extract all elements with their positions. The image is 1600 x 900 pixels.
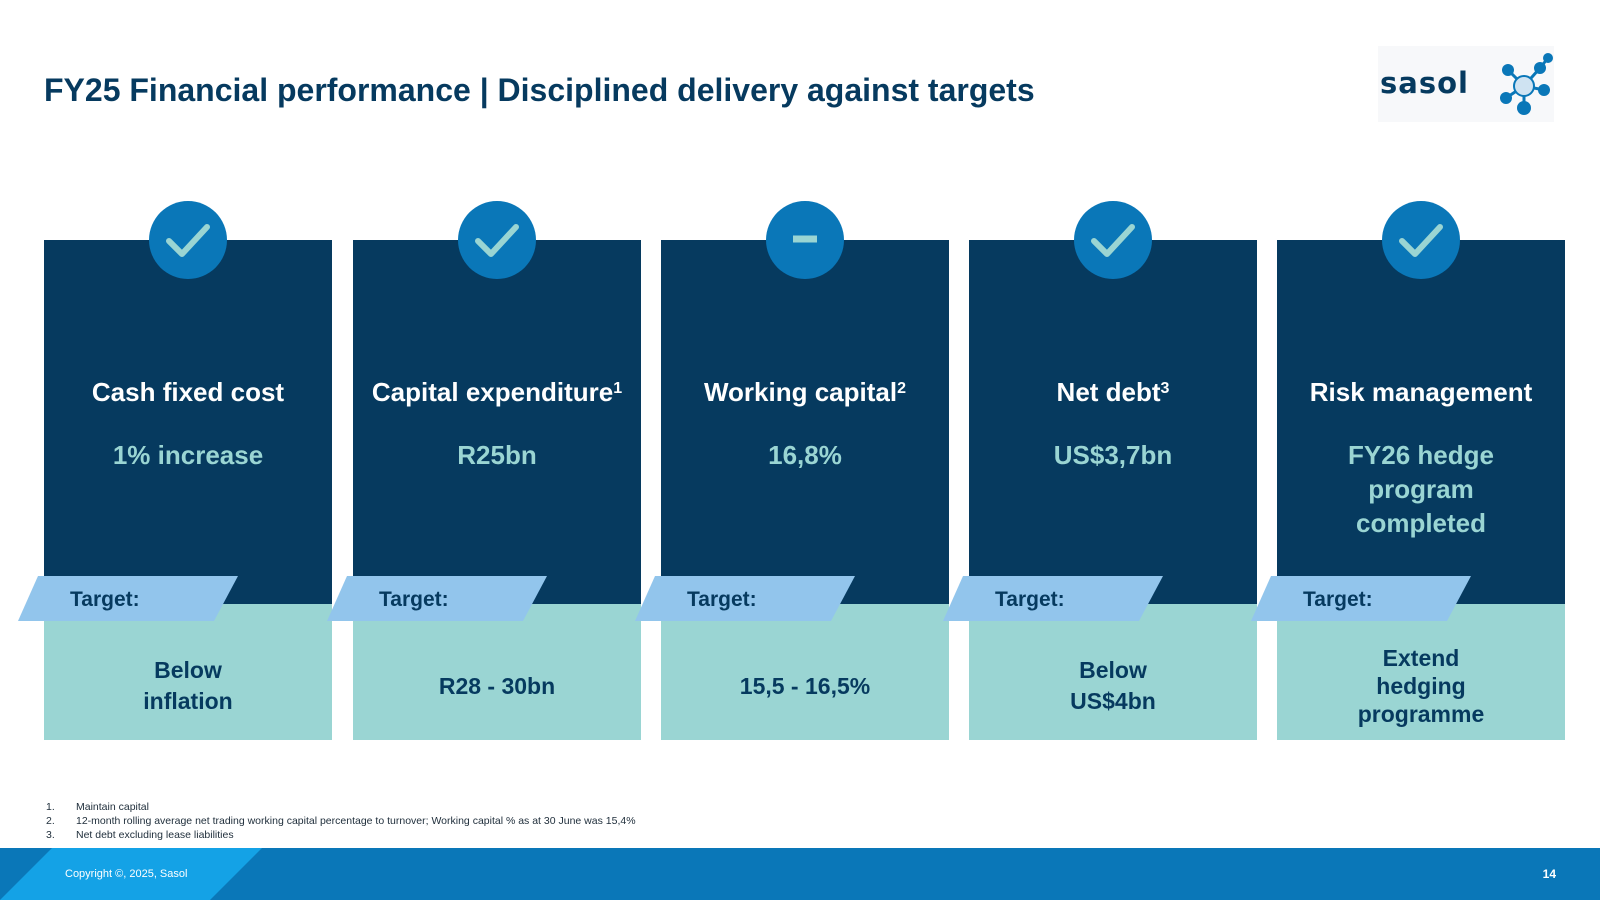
- target-label: Target:: [379, 588, 449, 611]
- sasol-logo: sasol: [1378, 46, 1554, 122]
- check-icon: [1074, 201, 1152, 279]
- target-label: Target:: [1303, 588, 1373, 611]
- footnote-item: 2. 12-month rolling average net trading w…: [46, 815, 636, 827]
- kpi-card-net-debt: Net debt3 US$3,7bn Target: Below US$4bn: [943, 201, 1257, 740]
- footnote-item: 3. Net debt excluding lease liabilities: [46, 829, 234, 841]
- check-icon: [149, 201, 227, 279]
- card-header-panel: [1277, 240, 1565, 604]
- page-number: 14: [1542, 867, 1556, 881]
- kpi-card-working-capital: Working capital2 16,8% Target: 15,5 - 16…: [635, 201, 949, 740]
- target-tag: Target:: [635, 576, 855, 621]
- metric-title: Capital expenditure1: [371, 377, 623, 407]
- card-target-panel: [661, 604, 949, 740]
- card-target-panel: [353, 604, 641, 740]
- metric-value: 1% increase: [112, 440, 264, 470]
- card-target-panel: [1277, 604, 1565, 740]
- footnotes: 1. Maintain capital 2. 12-month rolling av…: [46, 800, 636, 842]
- footer-accent-shape: [0, 848, 262, 900]
- kpi-card-risk-management: Risk management FY26 hedge program compl…: [1251, 201, 1565, 740]
- card-header-panel: [969, 240, 1257, 604]
- metric-title: Cash fixed cost: [91, 377, 285, 407]
- copyright-text: Copyright ©, 2025, Sasol: [65, 868, 188, 880]
- footnote-item: 1. Maintain capital: [46, 801, 149, 813]
- metric-value: 16,8%: [768, 440, 842, 470]
- target-tag: Target:: [327, 576, 547, 621]
- metric-title: Risk management: [1309, 377, 1533, 407]
- kpi-card-capital-expenditure: Capital expenditure1 R25bn Target: R28 -…: [327, 201, 641, 740]
- kpi-card-cash-fixed-cost: Cash fixed cost 1% increase Target: Belo…: [18, 201, 332, 740]
- card-header-panel: [661, 240, 949, 604]
- card-header-panel: [44, 240, 332, 604]
- target-value: Below inflation: [143, 657, 233, 714]
- card-header-panel: [353, 240, 641, 604]
- slide-title: FY25 Financial performance | Disciplined…: [44, 72, 1035, 108]
- card-target-panel: [44, 604, 332, 740]
- footer-bar: Copyright ©, 2025, Sasol 14: [0, 848, 1600, 900]
- logo-wordmark: sasol: [1380, 66, 1469, 100]
- metric-value: US$3,7bn: [1053, 440, 1173, 470]
- metric-value: FY26 hedge program completed: [1348, 440, 1494, 538]
- metric-title: Net debt3: [1056, 377, 1170, 407]
- minus-icon: [766, 201, 844, 279]
- target-tag: Target:: [943, 576, 1163, 621]
- metric-title: Working capital2: [703, 377, 906, 407]
- molecule-icon: [1500, 53, 1553, 115]
- target-label: Target:: [70, 588, 140, 611]
- target-tag: Target:: [1251, 576, 1471, 621]
- target-label: Target:: [995, 588, 1065, 611]
- target-value: R28 - 30bn: [438, 672, 556, 699]
- target-label: Target:: [687, 588, 757, 611]
- card-target-panel: [969, 604, 1257, 740]
- check-icon: [1382, 201, 1460, 279]
- metric-value: R25bn: [457, 440, 537, 470]
- target-value: Below US$4bn: [1070, 657, 1156, 714]
- target-value: Extend hedging programme: [1357, 645, 1485, 727]
- check-icon: [458, 201, 536, 279]
- target-value: 15,5 - 16,5%: [739, 672, 871, 699]
- target-tag: Target:: [18, 576, 238, 621]
